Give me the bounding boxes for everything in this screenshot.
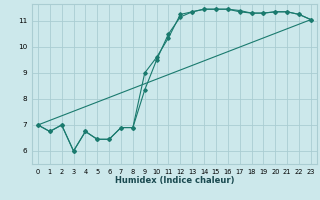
X-axis label: Humidex (Indice chaleur): Humidex (Indice chaleur) — [115, 176, 234, 185]
